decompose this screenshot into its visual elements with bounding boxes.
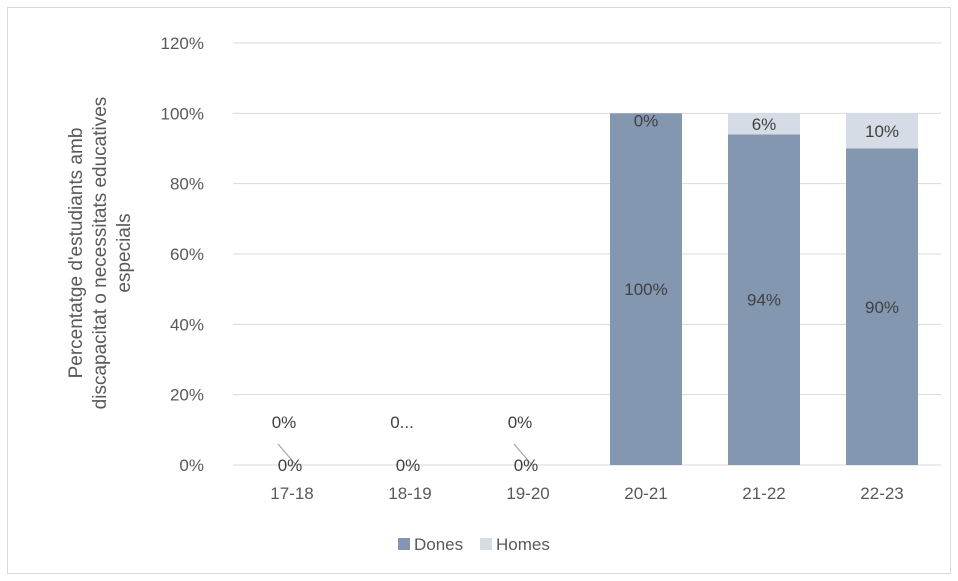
data-label-dones: 0% <box>396 456 421 475</box>
x-tick-label: 18-19 <box>388 484 431 503</box>
bar-homes-21-22 <box>728 113 800 135</box>
y-tick-label: 20% <box>170 386 204 405</box>
y-tick-label: 0% <box>179 456 204 475</box>
data-label-dones: 100% <box>624 280 667 299</box>
bars <box>610 113 918 465</box>
gridlines <box>233 42 941 466</box>
leader-lines <box>277 443 533 466</box>
data-label-homes: 10% <box>865 122 899 141</box>
y-tick-label: 40% <box>170 315 204 334</box>
y-axis-title-text: Percentatge d'estudiants amb discapacitat… <box>66 97 135 410</box>
data-label-dones: 90% <box>865 298 899 317</box>
data-label-dones: 0% <box>514 456 539 475</box>
data-label-homes: 0% <box>634 111 659 130</box>
y-axis-title: Percentatge d'estudiants amb discapacitat… <box>66 97 135 410</box>
y-axis-title-line: especials <box>114 213 135 292</box>
x-tick-label: 21-22 <box>742 484 785 503</box>
legend: Dones Homes <box>398 535 550 554</box>
y-tick-label: 120% <box>161 34 204 53</box>
legend-label-dones: Dones <box>414 535 463 554</box>
x-tick-label: 22-23 <box>860 484 903 503</box>
y-tick-label: 100% <box>161 104 204 123</box>
data-label-homes: 0% <box>272 413 297 432</box>
leader-line <box>513 443 533 466</box>
chart-area: Percentatge d'estudiants amb discapacitat… <box>7 7 951 574</box>
legend-swatch-dones <box>398 538 410 550</box>
data-label-homes: 0... <box>390 413 414 432</box>
x-tick-label: 17-18 <box>270 484 313 503</box>
data-label-homes: 0% <box>508 413 533 432</box>
bar-dones-20-21 <box>610 113 682 465</box>
legend-label-homes: Homes <box>496 535 550 554</box>
stacked-bar-chart: Percentatge d'estudiants amb discapacitat… <box>66 34 941 554</box>
bar-homes-22-23 <box>846 113 918 149</box>
x-tick-label: 20-21 <box>624 484 667 503</box>
data-label-dones: 0% <box>278 456 303 475</box>
bar-dones-22-23 <box>846 148 918 465</box>
y-tick-label: 60% <box>170 245 204 264</box>
leader-line <box>277 443 297 466</box>
y-axis-title-line: Percentatge d'estudiants amb <box>66 128 87 379</box>
y-tick-label: 80% <box>170 175 204 194</box>
y-axis-ticks: 0% 20% 40% 60% 80% 100% 120% <box>161 34 204 475</box>
data-label-homes: 6% <box>752 115 777 134</box>
legend-swatch-homes <box>480 538 492 550</box>
x-axis-ticks: 17-18 18-19 19-20 20-21 21-22 22-23 <box>270 484 903 503</box>
x-tick-label: 19-20 <box>506 484 549 503</box>
data-label-dones: 94% <box>747 291 781 310</box>
data-labels: 0% 0% 0% 0... 0% 0% 100% 0% 94% 6% 90% 10% <box>272 111 899 475</box>
bar-dones-21-22 <box>728 134 800 465</box>
y-axis-title-line: discapacitat o necessitats educatives <box>90 97 111 410</box>
